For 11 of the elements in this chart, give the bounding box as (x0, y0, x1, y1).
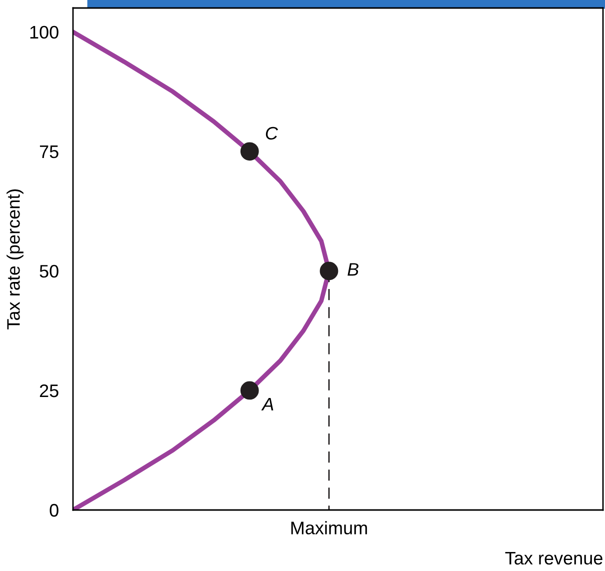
annotation: A (261, 398, 274, 410)
y-axis-title: Tax rate (percent) (6, 189, 24, 330)
text: B (348, 263, 358, 276)
text: Maximum (291, 521, 367, 534)
annotation: C (266, 126, 278, 140)
y-tick-label: 25 (40, 384, 58, 398)
y-tick-label: 0 (50, 504, 58, 517)
y-tick-label: 50 (40, 264, 58, 278)
text: Tax revenue (505, 552, 602, 565)
y-tick-label: 75 (40, 146, 58, 158)
y-tick-label: 100 (30, 26, 58, 39)
